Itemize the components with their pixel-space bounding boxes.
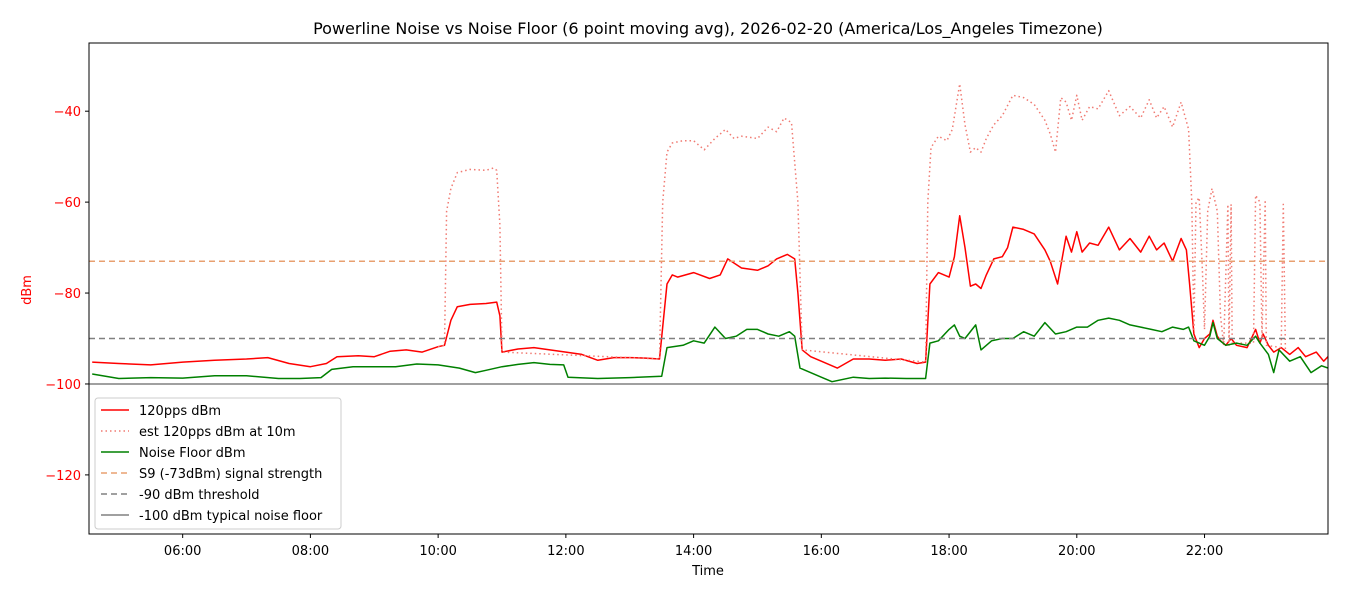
x-tick-label-8: 22:00 (1186, 544, 1223, 559)
legend-label-4: -90 dBm threshold (139, 488, 260, 503)
plot-area: 06:00 08:00 10:00 12:00 14:00 16:00 18:00 20:00… (45, 42, 1329, 559)
x-tick-label-6: 18:00 (930, 544, 967, 559)
y-tick-label-4: −120 (45, 469, 81, 484)
x-tick-label-5: 16:00 (803, 544, 840, 559)
series-line-2 (92, 317, 1328, 383)
plot-frame (88, 42, 1329, 535)
y-axis-label: dBm (20, 275, 35, 305)
x-tick-label-7: 20:00 (1058, 544, 1095, 559)
series-line-1 (437, 83, 1287, 363)
x-tick-label-2: 10:00 (419, 544, 456, 559)
legend-label-1: est 120pps dBm at 10m (139, 425, 296, 440)
series-line-0 (92, 215, 1328, 369)
legend-label-5: -100 dBm typical noise floor (139, 509, 323, 524)
x-tick-label-0: 06:00 (164, 544, 201, 559)
legend: 120pps dBm est 120pps dBm at 10m Noise Flo… (94, 397, 342, 530)
legend-label-0: 120pps dBm (139, 404, 221, 419)
legend-label-3: S9 (-73dBm) signal strength (139, 467, 322, 482)
x-axis-label: Time (691, 564, 724, 579)
chart-title: Powerline Noise vs Noise Floor (6 point … (313, 19, 1103, 39)
legend-box (94, 397, 342, 530)
y-tick-label-2: −80 (54, 287, 81, 302)
y-tick-label-0: −40 (54, 105, 81, 120)
x-tick-label-1: 08:00 (292, 544, 329, 559)
x-tick-label-4: 14:00 (675, 544, 712, 559)
series-group (89, 83, 1328, 385)
y-tick-label-3: −100 (45, 378, 81, 393)
y-tick-label-1: −60 (54, 196, 81, 211)
legend-label-2: Noise Floor dBm (139, 446, 246, 461)
x-tick-label-3: 12:00 (547, 544, 584, 559)
